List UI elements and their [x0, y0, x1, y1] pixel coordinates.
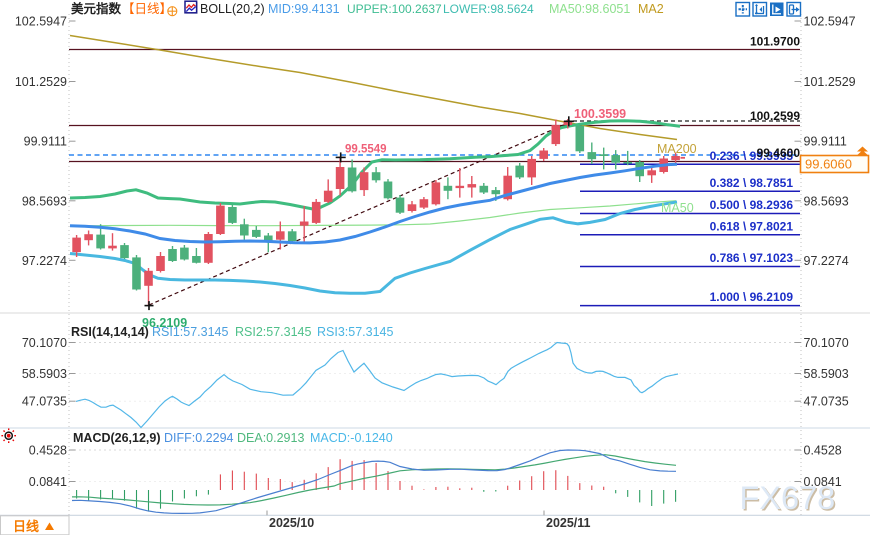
svg-text:98.5693: 98.5693 [804, 194, 849, 208]
svg-text:101.2529: 101.2529 [15, 75, 67, 89]
svg-text:101.9700: 101.9700 [750, 35, 800, 49]
svg-text:RSI(14,14,14): RSI(14,14,14) [71, 325, 149, 339]
svg-text:MA50:98.6051: MA50:98.6051 [549, 2, 630, 16]
svg-text:0.236 \ 99.3935: 0.236 \ 99.3935 [710, 149, 794, 163]
svg-text:2025/11: 2025/11 [546, 516, 591, 530]
svg-text:98.5693: 98.5693 [22, 194, 67, 208]
svg-text:FX678: FX678 [741, 482, 837, 518]
svg-text:LOWER:98.5624: LOWER:98.5624 [443, 2, 534, 16]
svg-text:RSI3:57.3145: RSI3:57.3145 [317, 325, 393, 339]
svg-text:BOLL(20,2): BOLL(20,2) [200, 2, 265, 16]
svg-text:FX678: FX678 [740, 480, 836, 516]
svg-text:2025/10: 2025/10 [269, 516, 314, 530]
svg-text:70.1070: 70.1070 [22, 336, 67, 350]
svg-text:99.4600: 99.4600 [757, 146, 801, 160]
svg-text:97.2274: 97.2274 [804, 254, 849, 268]
svg-text:0.4528: 0.4528 [29, 444, 67, 458]
svg-text:70.1070: 70.1070 [804, 336, 849, 350]
svg-text:100.3599: 100.3599 [574, 107, 626, 121]
svg-text:0.382 \ 98.7851: 0.382 \ 98.7851 [710, 176, 794, 190]
svg-text:102.5947: 102.5947 [804, 15, 856, 29]
svg-text:58.5903: 58.5903 [22, 367, 67, 381]
svg-text:47.0735: 47.0735 [22, 395, 67, 409]
svg-text:MACD(26,12,9): MACD(26,12,9) [73, 431, 161, 445]
svg-text:1.000 \ 96.2109: 1.000 \ 96.2109 [710, 290, 794, 304]
svg-text:99.9111: 99.9111 [804, 135, 847, 149]
svg-text:99.9111: 99.9111 [24, 135, 67, 149]
svg-text:MID:99.4131: MID:99.4131 [268, 2, 340, 16]
svg-text:【日线】: 【日线】 [122, 2, 172, 16]
svg-text:UPPER:100.2637: UPPER:100.2637 [347, 2, 442, 16]
svg-text:0.786 \ 97.1023: 0.786 \ 97.1023 [710, 251, 794, 265]
svg-text:MACD:-0.1240: MACD:-0.1240 [310, 431, 393, 445]
svg-text:101.2529: 101.2529 [804, 75, 856, 89]
svg-text:MA200: MA200 [657, 142, 697, 156]
svg-text:99.5549: 99.5549 [345, 144, 387, 156]
svg-text:102.5947: 102.5947 [15, 15, 67, 29]
svg-text:日线: 日线 [13, 519, 39, 534]
svg-text:96.2109: 96.2109 [142, 316, 187, 330]
svg-text:97.2274: 97.2274 [22, 254, 67, 268]
svg-text:MA50: MA50 [661, 201, 694, 215]
svg-text:0.618 \ 97.8021: 0.618 \ 97.8021 [710, 219, 794, 233]
svg-text:RSI1:57.3145: RSI1:57.3145 [152, 325, 228, 339]
svg-text:美元指数: 美元指数 [71, 1, 122, 16]
svg-text:0.0841: 0.0841 [29, 475, 67, 489]
svg-text:DIFF:0.2294: DIFF:0.2294 [164, 431, 234, 445]
svg-text:0.500 \ 98.2936: 0.500 \ 98.2936 [710, 198, 794, 212]
svg-text:0.4528: 0.4528 [804, 444, 842, 458]
svg-text:0.0841: 0.0841 [804, 475, 842, 489]
svg-text:58.5903: 58.5903 [804, 367, 849, 381]
svg-text:MA2: MA2 [638, 2, 664, 16]
svg-text:RSI2:57.3145: RSI2:57.3145 [235, 325, 311, 339]
svg-text:99.6060: 99.6060 [805, 157, 852, 172]
svg-text:47.0735: 47.0735 [804, 395, 849, 409]
svg-text:DEA:0.2913: DEA:0.2913 [237, 431, 304, 445]
svg-text:100.2599: 100.2599 [750, 109, 800, 123]
